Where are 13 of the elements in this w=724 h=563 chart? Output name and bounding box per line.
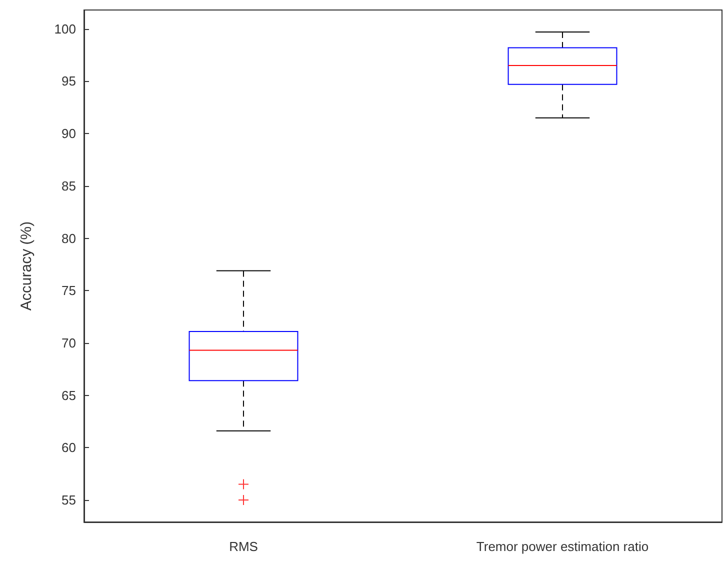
y-tick-label: 70 bbox=[62, 335, 76, 350]
y-tick-label: 75 bbox=[62, 283, 76, 298]
y-tick-label: 95 bbox=[62, 74, 76, 89]
y-tick-label: 85 bbox=[62, 178, 76, 194]
y-tick-label: 65 bbox=[62, 388, 76, 403]
x-tick-label: RMS bbox=[229, 539, 258, 554]
y-tick-label: 100 bbox=[54, 21, 76, 36]
y-tick-label: 90 bbox=[62, 126, 76, 142]
y-tick-label: 55 bbox=[62, 492, 76, 508]
y-tick-label: 80 bbox=[62, 230, 76, 246]
y-axis-title: Accuracy (%) bbox=[18, 221, 35, 311]
y-tick-label: 60 bbox=[62, 440, 76, 456]
x-tick-label: Tremor power estimation ratio bbox=[476, 539, 649, 554]
